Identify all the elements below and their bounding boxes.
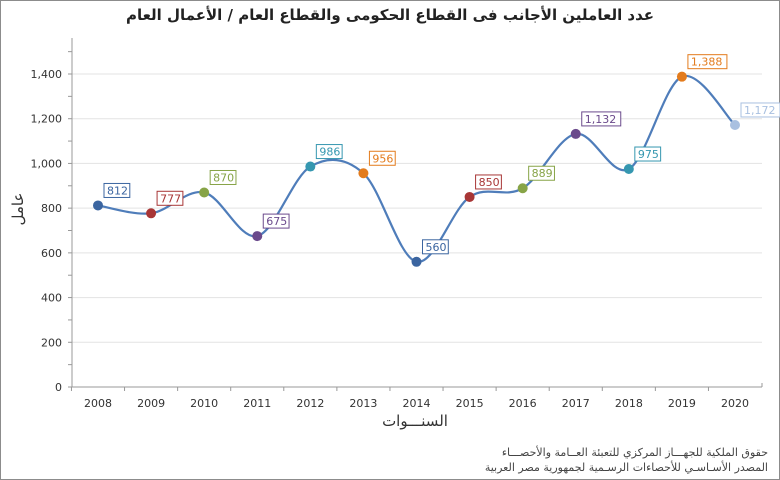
data-point (676, 71, 687, 82)
data-label-box (368, 150, 396, 166)
x-tick-label: 2018 (615, 397, 643, 410)
data-point (464, 191, 475, 202)
x-axis-label: السنـــوات (382, 412, 448, 430)
data-label-box (209, 169, 237, 185)
data-label-box (262, 213, 290, 229)
data-label: 1,388 (691, 56, 723, 69)
data-label: 1,172 (744, 104, 776, 117)
data-label: 889 (532, 167, 553, 180)
data-point (570, 128, 581, 139)
data-label: 560 (426, 241, 447, 254)
data-label: 812 (107, 184, 128, 197)
y-tick-label: 1,000 (31, 157, 63, 170)
data-label: 975 (638, 148, 659, 161)
x-tick-label: 2014 (403, 397, 431, 410)
data-label: 956 (372, 152, 393, 165)
y-tick-label: 1,200 (31, 113, 63, 126)
y-tick-label: 0 (55, 381, 62, 394)
data-point (411, 256, 422, 267)
data-label-box (740, 102, 780, 118)
data-point (305, 161, 316, 172)
x-tick-label: 2015 (456, 397, 484, 410)
x-tick-label: 2012 (296, 397, 324, 410)
data-point (199, 187, 210, 198)
data-point (623, 164, 634, 175)
data-label-box (581, 111, 622, 127)
x-tick-label: 2020 (721, 397, 749, 410)
x-tick-label: 2008 (84, 397, 112, 410)
data-label-box (634, 146, 662, 162)
x-tick-label: 2017 (562, 397, 590, 410)
x-tick-label: 2013 (349, 397, 377, 410)
data-point (252, 231, 263, 242)
data-point (358, 168, 369, 179)
data-label-box (103, 182, 131, 198)
x-tick-label: 2009 (137, 397, 165, 410)
series-line (97, 74, 736, 263)
x-tick-label: 2011 (243, 397, 271, 410)
data-label: 675 (266, 215, 287, 228)
data-point (93, 200, 103, 211)
data-label-box (687, 54, 728, 70)
data-point (146, 208, 157, 219)
y-tick-label: 400 (41, 292, 62, 305)
y-tick-label: 600 (41, 247, 62, 260)
data-label-box (422, 239, 449, 255)
y-tick-label: 800 (41, 202, 62, 215)
data-label-box (156, 190, 184, 206)
footer-source: المصدر الأسـاسـي للأحصاءات الرسـمية لجمه… (484, 461, 768, 474)
data-label-box (528, 165, 555, 181)
data-label: 1,132 (585, 113, 617, 126)
data-label-box (315, 144, 343, 160)
footer-copyright: حقوق الملكية للجهـــاز المركزي للتعبئة ا… (501, 446, 768, 459)
data-point (517, 183, 528, 194)
data-label: 870 (213, 171, 234, 184)
y-tick-label: 200 (41, 336, 62, 349)
x-tick-label: 2019 (668, 397, 696, 410)
x-tick-label: 2010 (190, 397, 218, 410)
y-tick-label: 1,400 (31, 68, 63, 81)
data-label: 777 (160, 192, 181, 205)
data-point (730, 119, 740, 130)
data-label-box (475, 174, 502, 190)
chart-title: عدد العاملين الأجانب فى القطاع الحكومى و… (125, 6, 655, 24)
data-label: 850 (479, 176, 500, 189)
x-tick-label: 2016 (509, 397, 537, 410)
data-label: 986 (319, 146, 340, 159)
